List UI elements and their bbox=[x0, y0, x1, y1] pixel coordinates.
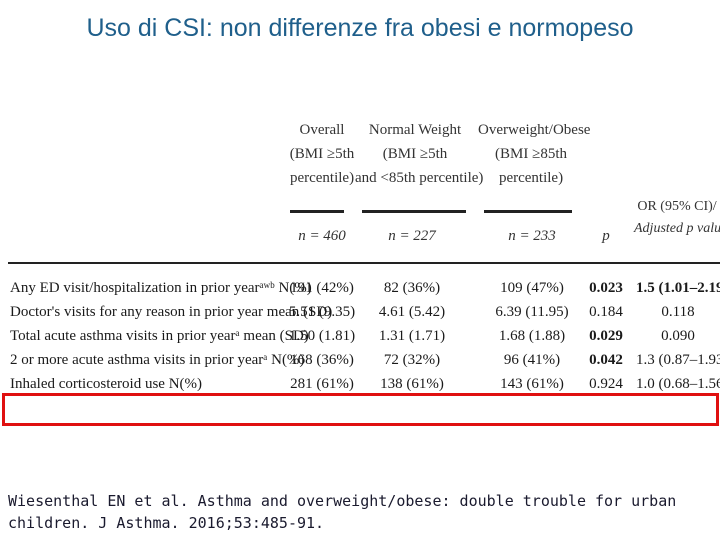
cell-overweight: 6.39 (11.95) bbox=[495, 304, 569, 320]
cell-normal: 4.61 (5.42) bbox=[378, 304, 446, 320]
cell-label: Inhaled corticosteroid use N(%) bbox=[10, 376, 203, 392]
cell-p: 0.023 bbox=[589, 280, 623, 296]
cell-overall: 281 (61%) bbox=[290, 376, 354, 392]
header-overall-line1: Overall bbox=[299, 122, 345, 138]
cell-or: 0.118 bbox=[661, 304, 695, 320]
table-row: Doctor's visits for any reason in prior … bbox=[0, 300, 720, 324]
cell-p: 0.184 bbox=[589, 304, 623, 320]
cell-overweight: 109 (47%) bbox=[500, 280, 564, 296]
n-overweight: n = 233 bbox=[508, 228, 556, 244]
header-overweight-line1: Overweight/Obese bbox=[478, 122, 591, 138]
cell-overweight: 143 (61%) bbox=[500, 376, 564, 392]
header-overall: Overall (BMI ≥5th percentile) bbox=[283, 118, 361, 190]
cell-p: 0.029 bbox=[589, 328, 623, 344]
table-row: 2 or more acute asthma visits in prior y… bbox=[0, 348, 720, 372]
header-overweight-rule bbox=[484, 210, 572, 213]
header-normal-line3: and <85th percentile) bbox=[355, 170, 484, 186]
table-row: Inhaled corticosteroid use N(%) 281 (61%)… bbox=[0, 372, 720, 396]
header-overall-line3: percentile) bbox=[289, 170, 355, 186]
header-overweight-line2: (BMI ≥85th bbox=[495, 146, 567, 162]
cell-label: 2 or more acute asthma visits in prior y… bbox=[10, 352, 305, 368]
header-overweight-line3: percentile) bbox=[498, 170, 564, 186]
header-normal: Normal Weight (BMI ≥5th and <85th percen… bbox=[355, 118, 484, 190]
cell-or: 1.3 (0.87–1.93) bbox=[636, 352, 720, 368]
cell-label: Doctor's visits for any reason in prior … bbox=[10, 304, 333, 320]
cell-label: Any ED visit/hospitalization in prior ye… bbox=[10, 280, 312, 296]
cell-normal: 1.31 (1.71) bbox=[378, 328, 446, 344]
n-overall: n = 460 bbox=[298, 228, 346, 244]
header-overall-rule bbox=[290, 210, 344, 213]
header-or-line2: Adjusted p value bbox=[634, 221, 720, 236]
header-or-line1: OR (95% CI)/ bbox=[637, 199, 717, 214]
header-normal-line2: (BMI ≥5th bbox=[382, 146, 448, 162]
cell-or: 0.090 bbox=[661, 328, 695, 344]
p-header: p bbox=[602, 228, 610, 244]
header-overweight: Overweight/Obese (BMI ≥85th percentile) bbox=[478, 118, 591, 190]
cell-p: 0.042 bbox=[589, 352, 623, 368]
cell-overall: 5.51 (9.35) bbox=[288, 304, 356, 320]
table-top-rule bbox=[8, 262, 720, 264]
highlight-box bbox=[2, 393, 719, 426]
cell-normal: 72 (32%) bbox=[383, 352, 441, 368]
results-table: Overall (BMI ≥5th percentile) Normal Wei… bbox=[0, 110, 720, 426]
header-overall-line2: (BMI ≥5th bbox=[289, 146, 355, 162]
cell-overall: 168 (36%) bbox=[290, 352, 354, 368]
cell-or: 1.5 (1.01–2.19) bbox=[636, 280, 720, 296]
table-row: Total acute asthma visits in prior yearᵃ… bbox=[0, 324, 720, 348]
cell-overall: 191 (42%) bbox=[290, 280, 354, 296]
cell-label: Total acute asthma visits in prior yearᵃ… bbox=[10, 328, 309, 344]
cell-p: 0.924 bbox=[589, 376, 623, 392]
cell-normal: 82 (36%) bbox=[383, 280, 441, 296]
slide-title: Uso di CSI: non differenze fra obesi e n… bbox=[86, 14, 634, 42]
cell-overweight: 96 (41%) bbox=[503, 352, 561, 368]
cell-normal: 138 (61%) bbox=[380, 376, 444, 392]
citation: Wiesenthal EN et al. Asthma and overweig… bbox=[8, 492, 677, 532]
cell-overall: 1.50 (1.81) bbox=[288, 328, 356, 344]
header-normal-rule bbox=[362, 210, 466, 213]
header-or: OR (95% CI)/ Adjusted p value bbox=[634, 196, 720, 240]
table-row: Any ED visit/hospitalization in prior ye… bbox=[0, 276, 720, 300]
cell-overweight: 1.68 (1.88) bbox=[498, 328, 566, 344]
n-normal: n = 227 bbox=[388, 228, 436, 244]
cell-or: 1.0 (0.68–1.56) bbox=[636, 376, 720, 392]
header-normal-line1: Normal Weight bbox=[368, 122, 462, 138]
